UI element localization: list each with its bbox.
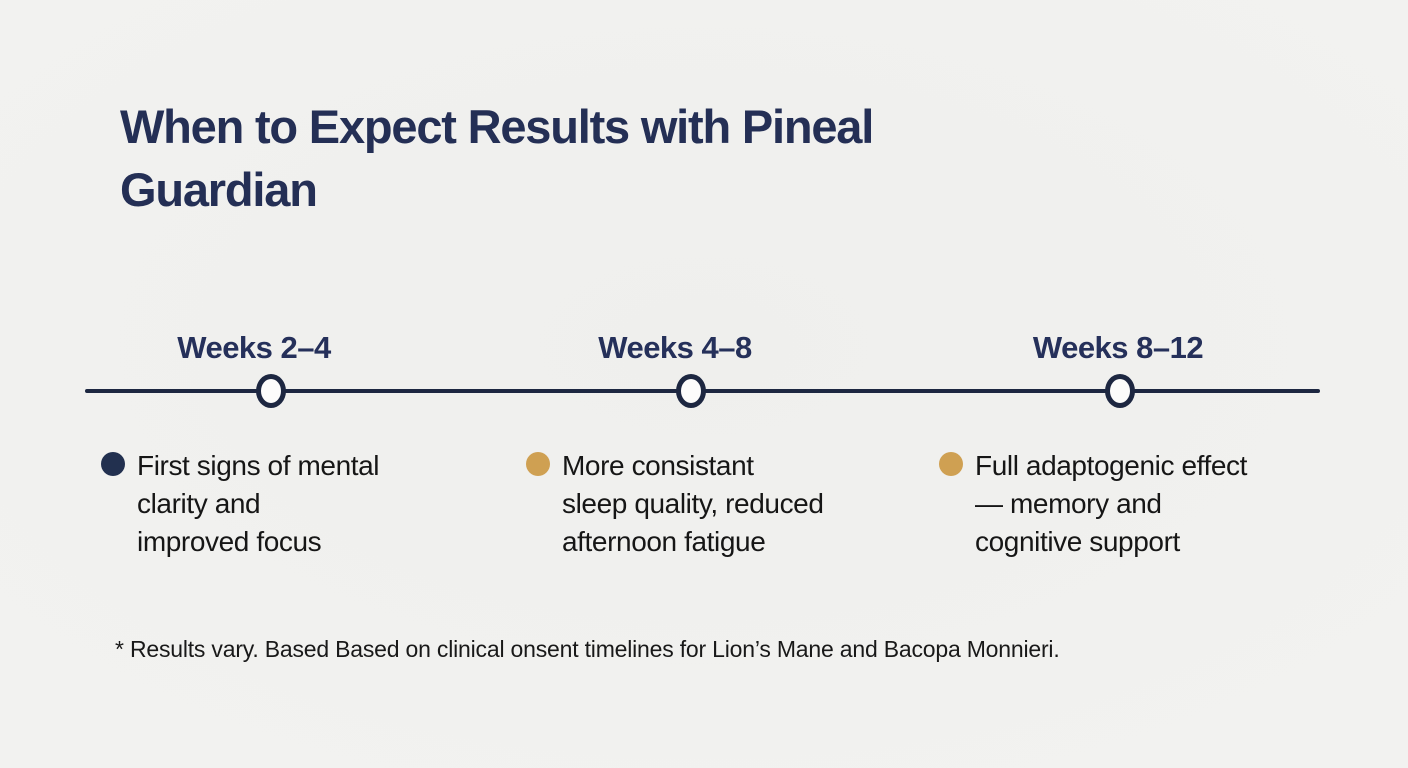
milestone-description-line: cognitive support: [975, 526, 1180, 557]
milestone-marker-circle-2: [676, 374, 706, 408]
milestone-description-line: improved focus: [137, 526, 322, 557]
footnote: * Results vary. Based Based on clinical …: [115, 636, 1060, 662]
milestone-description: Full adaptogenic effect — memory and cog…: [975, 447, 1247, 561]
milestone-label-weeks-2-4: Weeks 2–4: [177, 330, 331, 365]
milestone-item-weeks-8-12: Full adaptogenic effect — memory and cog…: [939, 447, 1247, 561]
milestone-description-line: afternoon fatigue: [562, 526, 766, 557]
milestone-description-line: More consistant: [562, 450, 754, 481]
milestone-label-weeks-4-8: Weeks 4–8: [598, 330, 752, 365]
milestone-item-weeks-2-4: First signs of mental clarity and improv…: [101, 447, 380, 561]
milestone-description: More consistant sleep quality, reduced a…: [562, 447, 824, 561]
milestone-label-weeks-8-12: Weeks 8–12: [1032, 330, 1204, 365]
bullet-dot-icon: [939, 452, 963, 476]
milestone-description-line: Full adaptogenic effect: [975, 450, 1248, 481]
milestone-description-line: — memory and: [975, 488, 1162, 519]
milestone-item-weeks-4-8: More consistant sleep quality, reduced a…: [526, 447, 824, 561]
bullet-dot-icon: [526, 452, 550, 476]
milestone-marker-circle-3: [1105, 374, 1135, 408]
milestone-description: First signs of mental clarity and improv…: [137, 447, 380, 561]
milestone-marker-circle-1: [256, 374, 286, 408]
milestone-description-line: sleep quality, reduced: [562, 488, 824, 519]
page-title: When to Expect Results with Pineal Guard…: [120, 95, 1220, 221]
page-title-line-2: Guardian: [120, 163, 318, 216]
milestone-description-line: clarity and: [137, 488, 261, 519]
page-title-line-1: When to Expect Results with Pineal: [120, 100, 874, 153]
bullet-dot-icon: [101, 452, 125, 476]
milestone-description-line: First signs of mental: [137, 450, 380, 481]
